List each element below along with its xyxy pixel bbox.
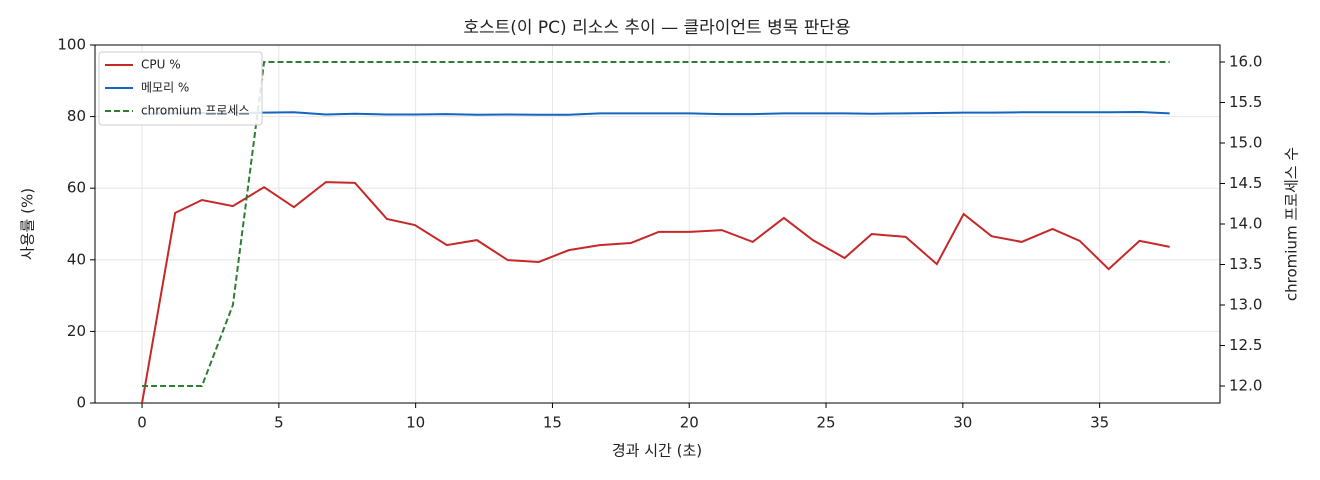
y-tick-label: 60 — [67, 179, 86, 197]
y-tick-label: 40 — [67, 250, 86, 268]
y2-tick-label: 12.5 — [1229, 336, 1262, 354]
y-axis-label: 사용률 (%) — [19, 188, 37, 260]
y-tick-label: 20 — [67, 322, 86, 340]
x-tick-label: 15 — [543, 414, 562, 432]
x-tick-label: 10 — [406, 414, 425, 432]
x-tick-label: 25 — [816, 414, 835, 432]
y2-tick-label: 15.5 — [1229, 93, 1262, 111]
series-line — [141, 181, 1170, 404]
y2-tick-label: 13.0 — [1229, 295, 1262, 313]
x-tick-label: 5 — [274, 414, 284, 432]
series-line — [142, 61, 1170, 387]
series-line — [142, 110, 1170, 116]
y-tick-label: 100 — [57, 36, 86, 54]
legend-box — [98, 51, 263, 126]
x-axis-label: 경과 시간 (초) — [612, 442, 702, 460]
y2-tick-label: 16.0 — [1229, 53, 1262, 71]
legend-label: CPU % — [141, 58, 181, 72]
legend-label: 메모리 % — [141, 81, 189, 95]
y-tick-label: 80 — [67, 107, 86, 125]
y2-tick-label: 15.0 — [1229, 134, 1262, 152]
y2-axis-label: chromium 프로세스 수 — [1283, 147, 1301, 301]
chart-title: 호스트(이 PC) 리소스 추이 — 클라이언트 병목 판단용 — [463, 18, 850, 38]
legend-label: chromium 프로세스 — [141, 104, 250, 118]
y2-tick-label: 14.0 — [1229, 215, 1262, 233]
x-tick-label: 30 — [953, 414, 972, 432]
plot-frame — [94, 44, 1221, 404]
y2-tick-label: 13.5 — [1229, 255, 1262, 273]
y-tick-label: 0 — [76, 394, 86, 412]
x-tick-label: 35 — [1090, 414, 1109, 432]
x-tick-label: 0 — [137, 414, 147, 432]
y2-tick-label: 12.0 — [1229, 376, 1262, 394]
x-tick-label: 20 — [680, 414, 699, 432]
y2-tick-label: 14.5 — [1229, 174, 1262, 192]
